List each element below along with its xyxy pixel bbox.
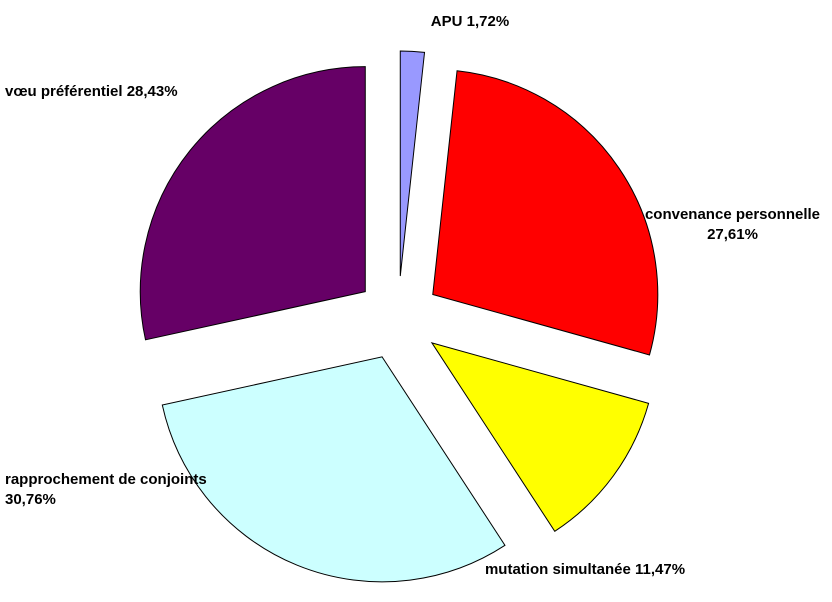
pie-slice [161, 356, 506, 583]
value-label: 30,76% [5, 491, 56, 508]
category-name: rapprochement de conjoints [5, 471, 207, 488]
category-name: mutation simultanée [484, 561, 631, 578]
category-name: APU [430, 13, 463, 30]
slice-label: mutation simultanée 11,47% [480, 560, 690, 580]
value-label: 27,61% [707, 226, 758, 243]
value-label: 28,43% [126, 83, 178, 100]
value-label: 11,47% [634, 561, 686, 578]
slice-label: convenance personnelle 27,61% [640, 205, 825, 245]
slice-label: APU 1,72% [400, 12, 540, 32]
slice-label: rapprochement de conjoints 30,76% [5, 470, 225, 510]
pie-slice [432, 70, 659, 356]
slice-label: vœu préférentiel 28,43% [5, 82, 265, 102]
value-label: 1,72% [466, 13, 510, 30]
category-name: vœu préférentiel [5, 83, 123, 100]
pie-slice [430, 341, 650, 533]
pie-slice [399, 50, 426, 277]
pie-slice [139, 66, 366, 341]
category-name: convenance personnelle [644, 206, 821, 223]
